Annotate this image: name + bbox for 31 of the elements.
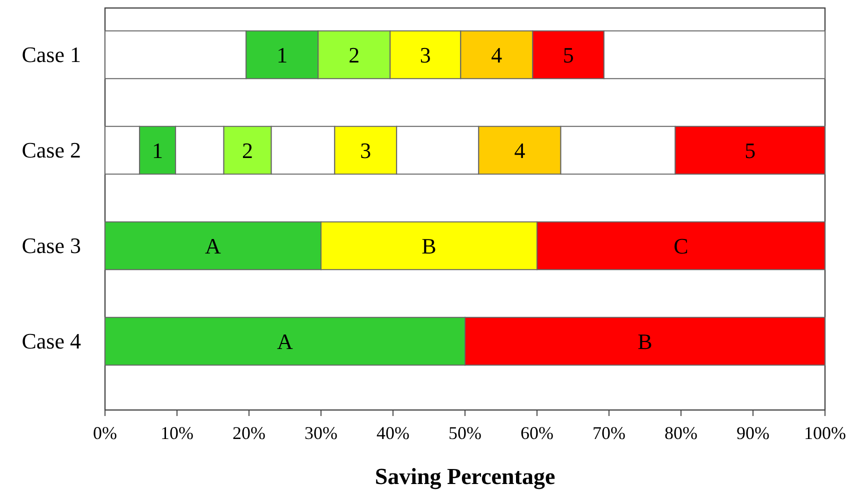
x-tick-label: 70%	[592, 422, 626, 443]
annotation: 3	[420, 42, 431, 68]
x-tick-label: 20%	[232, 422, 266, 443]
annotation: A	[205, 233, 222, 258]
annotation: 4	[491, 42, 502, 68]
annotation: B	[422, 233, 436, 258]
x-tick-label: 100%	[804, 422, 846, 443]
x-axis-title: Saving Percentage	[374, 464, 556, 490]
annotation: 1	[152, 138, 164, 163]
annotation: B	[638, 328, 652, 354]
y-tick-label: Case 3	[22, 232, 81, 258]
y-tick-label: Case 1	[22, 42, 81, 67]
annotation: 2	[348, 42, 360, 68]
annotation: 4	[514, 138, 526, 163]
annotation: 5	[562, 42, 574, 68]
x-tick-label: 60%	[520, 422, 554, 443]
x-tick-label: 30%	[304, 422, 338, 443]
y-tick-label: Case 4	[22, 328, 81, 354]
x-tick-label: 10%	[160, 422, 194, 443]
x-tick-label: 50%	[448, 422, 482, 443]
annotation: C	[674, 233, 688, 258]
x-tick-label: 80%	[664, 422, 698, 443]
x-tick-label: 90%	[736, 422, 770, 443]
x-tick-label: 0%	[93, 422, 117, 443]
annotation: A	[277, 328, 294, 354]
x-tick-label: 40%	[376, 422, 410, 443]
annotation: 5	[744, 138, 756, 163]
annotation: 3	[360, 138, 372, 163]
annotation: 1	[276, 42, 288, 68]
annotation: 2	[242, 138, 254, 163]
y-tick-label: Case 2	[22, 137, 81, 162]
